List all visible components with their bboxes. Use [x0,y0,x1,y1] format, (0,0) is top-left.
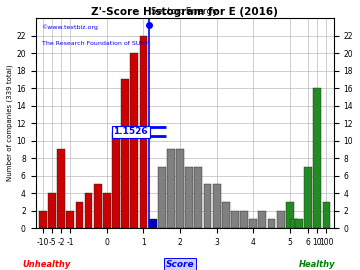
Text: Score: Score [166,260,194,269]
Bar [267,220,275,228]
Bar [103,193,111,228]
Bar [258,211,266,228]
Bar [222,202,230,228]
Text: The Research Foundation of SUNY: The Research Foundation of SUNY [41,41,148,46]
Title: Z'-Score Histogram for E (2016): Z'-Score Histogram for E (2016) [91,7,278,17]
Text: Sector: Energy: Sector: Energy [151,7,218,16]
Bar [291,220,298,228]
Bar [213,184,221,228]
Bar [249,220,257,228]
Bar [194,167,202,228]
Bar [176,149,184,228]
Bar [286,202,294,228]
Bar [167,149,175,228]
Bar [204,184,211,228]
Bar [39,211,47,228]
Bar [231,211,239,228]
Bar [240,211,248,228]
Bar [277,211,284,228]
Bar [48,193,56,228]
Bar [185,167,193,228]
Bar [85,193,93,228]
Bar [121,79,129,228]
Bar [76,202,84,228]
Text: Healthy: Healthy [298,260,335,269]
Bar [130,53,138,228]
Bar [295,220,303,228]
Bar [112,132,120,228]
Bar [313,88,321,228]
Text: ©www.textbiz.org: ©www.textbiz.org [41,24,98,30]
Bar [304,167,312,228]
Bar [149,220,157,228]
Bar [140,36,147,228]
Bar [94,184,102,228]
Text: 1.1526: 1.1526 [113,127,148,136]
Y-axis label: Number of companies (339 total): Number of companies (339 total) [7,65,13,181]
Text: Unhealthy: Unhealthy [23,260,71,269]
Bar [323,202,330,228]
Bar [158,167,166,228]
Bar [57,149,65,228]
Bar [67,211,74,228]
